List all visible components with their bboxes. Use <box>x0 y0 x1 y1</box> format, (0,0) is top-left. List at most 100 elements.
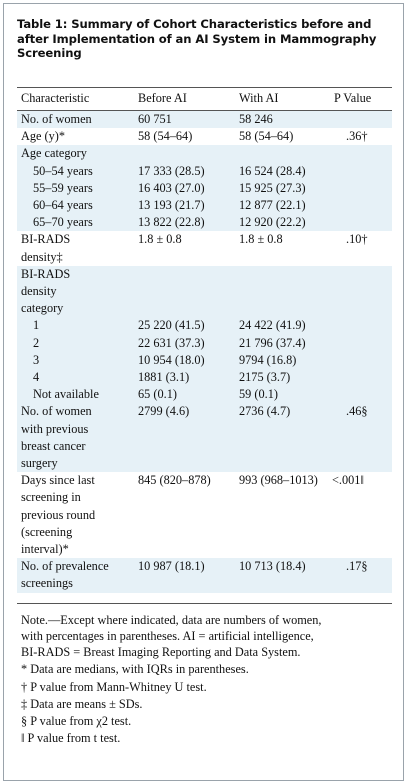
before-value: 13 822 (22.8) <box>138 215 205 230</box>
with-value: 1.8 ± 0.8 <box>239 232 283 247</box>
before-value: 845 (820–878) <box>138 473 211 488</box>
row-label: No. of prevalence screenings <box>17 558 138 592</box>
row-label-line: density‡ <box>21 249 63 264</box>
table-row: 2 22 631 (37.3) 21 796 (37.4) <box>17 334 392 352</box>
header-characteristic: Characteristic <box>21 91 90 106</box>
note-main-line: with percentages in parentheses. AI = ar… <box>21 628 314 643</box>
row-label-line: previous round <box>21 507 96 522</box>
row-label: 4 <box>33 370 40 385</box>
table-row: No. of women 60 751 58 246 <box>17 111 392 129</box>
table-title: Table 1: Summary of Cohort Characteristi… <box>17 17 377 60</box>
row-label: No. of women <box>21 112 92 126</box>
header-with-ai: With AI <box>239 91 279 106</box>
before-value: 65 (0.1) <box>138 387 177 402</box>
table-header-row: Characteristic Before AI With AI P Value <box>17 87 392 111</box>
before-value: 2799 (4.6) <box>138 404 190 419</box>
row-label-line: breast cancer <box>21 438 86 453</box>
row-label-line: Days since last <box>21 473 95 488</box>
with-value: 24 422 (41.9) <box>239 318 306 333</box>
before-value: 13 193 (21.7) <box>138 198 205 213</box>
table-row: 4 1881 (3.1) 2175 (3.7) <box>17 369 392 387</box>
row-label-line: BI-RADS <box>21 266 71 281</box>
p-value: <.001‖ <box>332 473 364 488</box>
table-panel: Table 1: Summary of Cohort Characteristi… <box>3 3 404 781</box>
table-row: No. of prevalence screenings 10 987 (18.… <box>17 558 392 593</box>
note-dagger: † P value from Mann-Whitney U test. <box>21 679 207 694</box>
before-value: 25 220 (41.5) <box>138 318 205 333</box>
before-value: 17 333 (28.5) <box>138 163 205 178</box>
table-row: BI-RADS density category <box>17 265 392 318</box>
table-row: 3 10 954 (18.0) 9794 (16.8) <box>17 351 392 370</box>
table-row: Age (y)* 58 (54–64) 58 (54–64) .36† <box>17 128 392 145</box>
before-value: 10 954 (18.0) <box>138 352 205 367</box>
table-row: Days since last screening in previous ro… <box>17 472 392 558</box>
table-row: 1 25 220 (41.5) 24 422 (41.9) <box>17 317 392 335</box>
row-label-line: BI-RADS <box>21 232 71 247</box>
table-row: Not available 65 (0.1) 59 (0.1) <box>17 386 392 404</box>
row-label-line: screenings <box>21 576 73 591</box>
with-value: 15 925 (27.3) <box>239 180 306 195</box>
note-parallel: ‖ P value from t test. <box>21 731 121 746</box>
table-row: 60–64 years 13 193 (21.7) 12 877 (22.1) <box>17 197 392 215</box>
header-p-value: P Value <box>334 91 372 106</box>
row-label: BI-RADS density category <box>17 266 138 318</box>
row-label: 65–70 years <box>33 215 93 230</box>
row-label-line: category <box>21 301 64 316</box>
with-value: 993 (968–1013) <box>239 473 318 488</box>
p-value: .36† <box>346 129 368 144</box>
with-value: 58 (54–64) <box>239 129 294 144</box>
before-value: 1881 (3.1) <box>138 370 190 385</box>
before-value: 1.8 ± 0.8 <box>138 232 182 247</box>
p-value <box>328 111 392 128</box>
table-row: 50–54 years 17 333 (28.5) 16 524 (28.4) <box>17 162 392 180</box>
table-row: BI-RADS density‡ 1.8 ± 0.8 1.8 ± 0.8 .10… <box>17 231 392 265</box>
row-label: 2 <box>33 335 40 350</box>
row-label-line: screening in <box>21 490 81 505</box>
row-label: 55–59 years <box>33 180 93 195</box>
note-double-dagger: ‡ Data are means ± SDs. <box>21 696 143 711</box>
with-value: 9794 (16.8) <box>239 352 297 367</box>
before-value: 22 631 (37.3) <box>138 335 205 350</box>
with-value: 10 713 (18.4) <box>239 559 306 574</box>
cohort-table: Characteristic Before AI With AI P Value… <box>17 87 392 746</box>
p-value: .17§ <box>346 559 368 574</box>
with-value: 16 524 (28.4) <box>239 163 306 178</box>
with-value: 12 920 (22.2) <box>239 215 306 230</box>
table-row: No. of women with previous breast cancer… <box>17 403 392 473</box>
row-label: BI-RADS density‡ <box>17 231 138 265</box>
with-value: 58 246 <box>239 112 273 126</box>
p-value: .10† <box>346 232 368 247</box>
table-notes: Note.—Except where indicated, data are n… <box>17 602 392 747</box>
row-label: 60–64 years <box>33 198 93 213</box>
row-label-line: No. of women <box>21 404 92 419</box>
p-value: .46§ <box>346 404 368 419</box>
before-value: 60 751 <box>138 112 172 126</box>
note-main-line: Note.—Except where indicated, data are n… <box>21 612 322 627</box>
row-label: 3 <box>33 352 40 367</box>
row-label-line: interval)* <box>21 542 69 557</box>
before-value: 16 403 (27.0) <box>138 180 205 195</box>
row-label: Not available <box>33 387 99 402</box>
with-value: 59 (0.1) <box>239 387 278 402</box>
row-label-line: with previous <box>21 421 89 436</box>
row-label: No. of women with previous breast cancer… <box>17 403 138 472</box>
header-before-ai: Before AI <box>138 91 187 106</box>
row-label: Days since last screening in previous ro… <box>17 472 138 558</box>
note-section: § P value from χ2 test. <box>21 713 132 728</box>
row-label: 50–54 years <box>33 163 93 178</box>
note-main-line: BI-RADS = Breast Imaging Reporting and D… <box>21 645 301 660</box>
with-value: 2175 (3.7) <box>239 370 291 385</box>
row-label-line: density <box>21 284 57 299</box>
with-value: 2736 (4.7) <box>239 404 291 419</box>
row-label: Age category <box>21 146 87 161</box>
table-row: 65–70 years 13 822 (22.8) 12 920 (22.2) <box>17 214 392 232</box>
note-star: * Data are medians, with IQRs in parenth… <box>21 662 249 677</box>
before-value: 58 (54–64) <box>138 129 193 144</box>
with-value: 21 796 (37.4) <box>239 335 306 350</box>
with-value: 12 877 (22.1) <box>239 198 306 213</box>
row-label-line: (screening <box>21 524 73 539</box>
table-row: 55–59 years 16 403 (27.0) 15 925 (27.3) <box>17 179 392 198</box>
table-row: Age category <box>17 145 392 163</box>
row-label-line: No. of prevalence <box>21 559 109 574</box>
row-label: Age (y)* <box>21 129 66 144</box>
